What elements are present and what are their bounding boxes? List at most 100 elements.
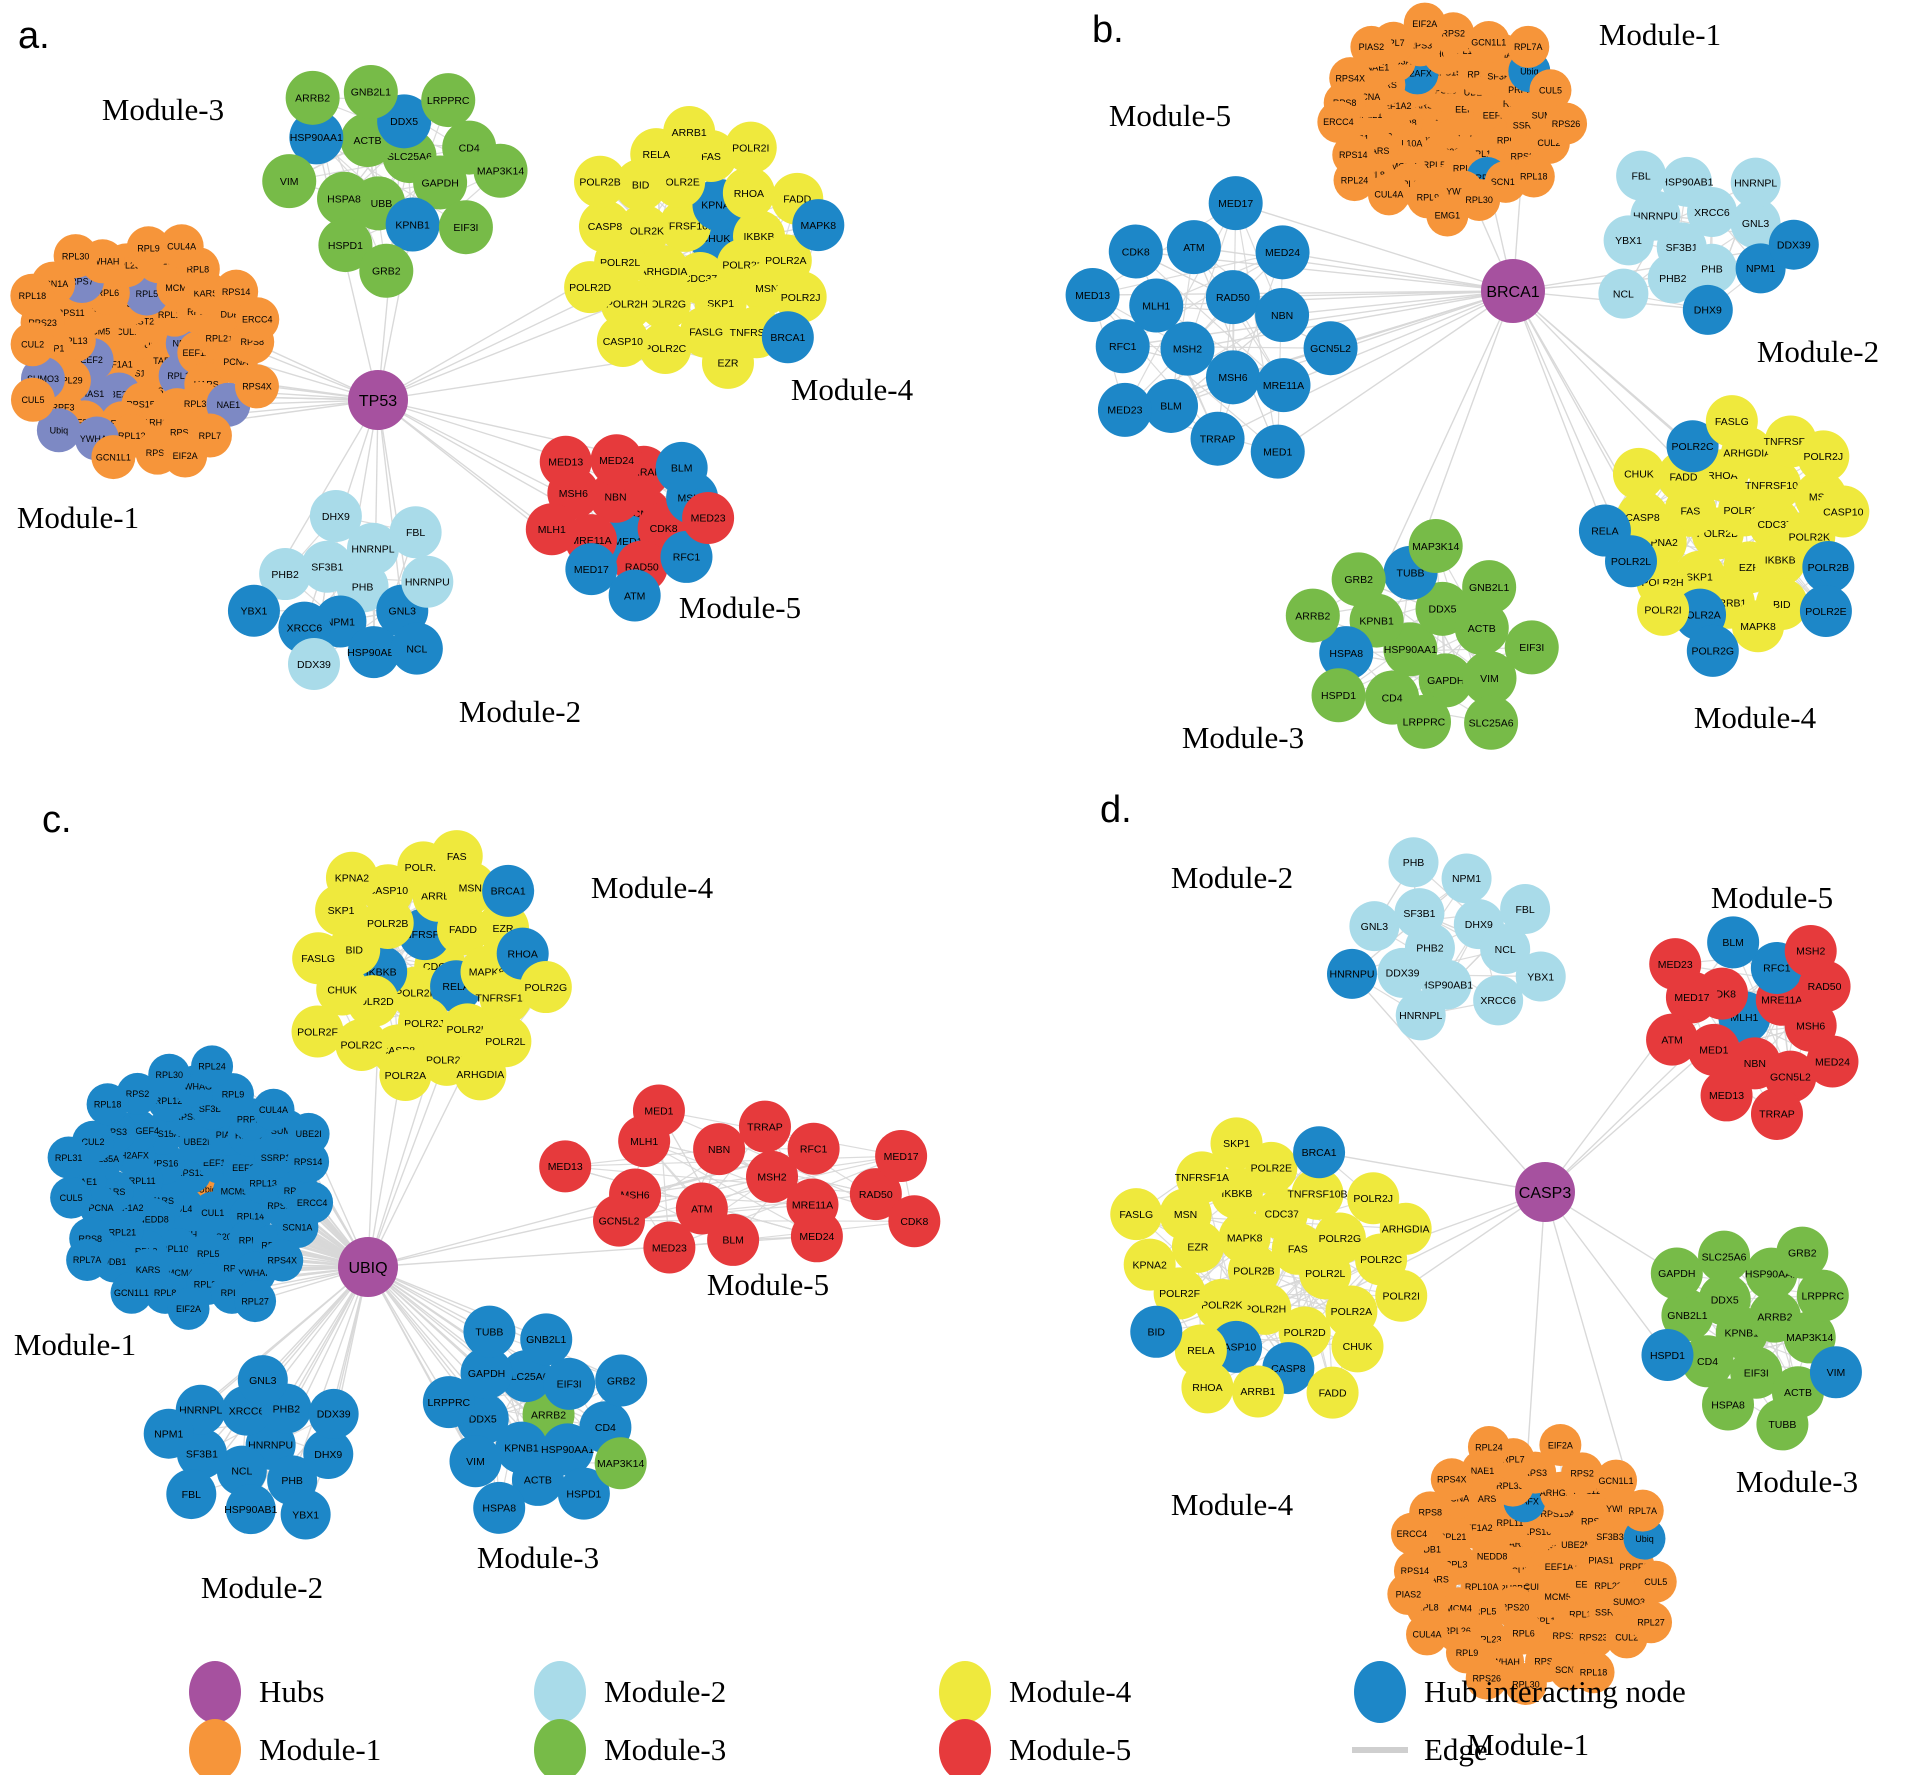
node-CUL4A[interactable] — [159, 224, 204, 269]
node-RPL30[interactable] — [53, 234, 98, 279]
node-TNFRSF10B[interactable] — [479, 971, 532, 1024]
node-RPL7A[interactable] — [1621, 1489, 1664, 1532]
node-SKP1[interactable] — [1210, 1117, 1263, 1170]
node-EIF2A[interactable] — [163, 433, 208, 478]
node-CUL5[interactable] — [1634, 1560, 1677, 1603]
node-MED13[interactable] — [539, 1140, 592, 1193]
node-MED23[interactable] — [1097, 382, 1152, 437]
node-MAP3K14[interactable] — [594, 1437, 647, 1490]
node-DHX9[interactable] — [303, 1429, 354, 1480]
node-DDX39[interactable] — [308, 1388, 359, 1439]
node-GCN1L1[interactable] — [91, 435, 136, 480]
node-GNB2L1[interactable] — [343, 64, 398, 119]
node-MED24[interactable] — [1255, 225, 1310, 280]
node-BRCA1[interactable] — [482, 864, 535, 917]
node-RPL9[interactable] — [126, 226, 171, 271]
node-GCN1L1[interactable] — [1467, 21, 1510, 64]
node-RHOA[interactable] — [1181, 1361, 1234, 1414]
node-CUL4A[interactable] — [1367, 173, 1410, 216]
node-VIM[interactable] — [262, 154, 317, 209]
node-DDX39[interactable] — [1768, 219, 1819, 270]
node-SLC25A6[interactable] — [1698, 1230, 1751, 1283]
node-HNRNPU[interactable] — [401, 555, 454, 608]
node-RPL18[interactable] — [86, 1083, 129, 1126]
hub-UBIQ[interactable] — [338, 1237, 398, 1297]
node-MED24[interactable] — [1806, 1035, 1859, 1088]
node-HSPD1[interactable] — [318, 218, 373, 273]
node-POLR2B[interactable] — [574, 155, 627, 208]
node-VIM[interactable] — [449, 1435, 502, 1488]
node-DDX39[interactable] — [1377, 947, 1428, 998]
node-TNFRSF10B[interactable] — [1291, 1167, 1344, 1220]
node-MED24[interactable] — [590, 434, 643, 487]
node-LRPPRC[interactable] — [421, 73, 476, 128]
node-NPM1[interactable] — [143, 1408, 194, 1459]
node-ARRB2[interactable] — [1285, 588, 1340, 643]
node-PHB2[interactable] — [1647, 253, 1698, 304]
node-RFC1[interactable] — [1095, 319, 1150, 374]
node-RPS26[interactable] — [1545, 102, 1588, 145]
node-CASP10[interactable] — [596, 315, 649, 368]
node-Ubiq[interactable] — [36, 408, 81, 453]
node-GNB2L1[interactable] — [1661, 1289, 1714, 1342]
node-ERCC4[interactable] — [1317, 100, 1360, 143]
node-LRPPRC[interactable] — [1396, 694, 1451, 749]
node-CUL5[interactable] — [50, 1176, 93, 1219]
node-POLR2I[interactable] — [724, 121, 777, 174]
node-POLR2G[interactable] — [1313, 1212, 1366, 1265]
node-FBL[interactable] — [1616, 150, 1667, 201]
node-ACTB[interactable] — [511, 1453, 564, 1506]
node-EMG1[interactable] — [1426, 194, 1469, 237]
node-BLM[interactable] — [707, 1213, 760, 1266]
node-BLM[interactable] — [1144, 378, 1199, 433]
node-GAPDH[interactable] — [460, 1347, 513, 1400]
node-POLR2J[interactable] — [1797, 430, 1850, 483]
node-RHOA[interactable] — [722, 167, 775, 220]
node-CDK8[interactable] — [888, 1195, 941, 1248]
node-MLH1[interactable] — [1129, 278, 1184, 333]
node-YBX1[interactable] — [1603, 215, 1654, 266]
node-CHUK[interactable] — [1612, 447, 1665, 500]
node-MAPK8[interactable] — [1218, 1211, 1271, 1264]
node-EIF3I[interactable] — [543, 1357, 596, 1410]
node-ARHGDIA[interactable] — [1379, 1202, 1432, 1255]
node-GRB2[interactable] — [359, 243, 414, 298]
node-FAS[interactable] — [430, 830, 483, 883]
node-FBL[interactable] — [166, 1469, 217, 1520]
node-RPL30[interactable] — [148, 1053, 191, 1096]
node-MAP3K14[interactable] — [1408, 519, 1463, 574]
node-GAPDH[interactable] — [1650, 1247, 1703, 1300]
node-VIM[interactable] — [1462, 651, 1517, 706]
node-PIAS2[interactable] — [1387, 1573, 1430, 1616]
node-ERCC4[interactable] — [1390, 1512, 1433, 1555]
node-CASP10[interactable] — [1817, 485, 1870, 538]
node-RPL18[interactable] — [1572, 1651, 1615, 1694]
node-HSPA8[interactable] — [317, 171, 372, 226]
node-SF3B1[interactable] — [1394, 888, 1445, 939]
node-NCL[interactable] — [1480, 924, 1531, 975]
node-LRPPRC[interactable] — [1796, 1269, 1849, 1322]
node-MLH1[interactable] — [525, 503, 578, 556]
node-MED1[interactable] — [1250, 424, 1305, 479]
node-FASLG[interactable] — [292, 932, 345, 985]
node-CDK8[interactable] — [1108, 224, 1163, 279]
node-SLC25A6[interactable] — [1464, 695, 1519, 750]
node-POLR2G[interactable] — [638, 277, 691, 330]
node-FASLG[interactable] — [1705, 395, 1758, 448]
node-POLR2C[interactable] — [639, 322, 692, 375]
node-HSP90AB1[interactable] — [1661, 156, 1712, 207]
node-TRRAP[interactable] — [1750, 1087, 1803, 1140]
node-TUBB[interactable] — [463, 1305, 516, 1358]
node-PHB2[interactable] — [259, 548, 312, 601]
node-POLR2D[interactable] — [564, 261, 617, 314]
node-CASP8[interactable] — [578, 200, 631, 253]
node-HNRNPL[interactable] — [1730, 157, 1781, 208]
node-FBL[interactable] — [389, 506, 442, 559]
node-ARRB2[interactable] — [285, 70, 340, 125]
node-GNB2L1[interactable] — [520, 1313, 573, 1366]
node-EZR[interactable] — [701, 336, 754, 389]
node-MSH6[interactable] — [1205, 350, 1260, 405]
node-RPL24[interactable] — [191, 1045, 234, 1088]
node-CUL4A[interactable] — [252, 1088, 295, 1131]
node-GCN1L1[interactable] — [110, 1271, 153, 1314]
